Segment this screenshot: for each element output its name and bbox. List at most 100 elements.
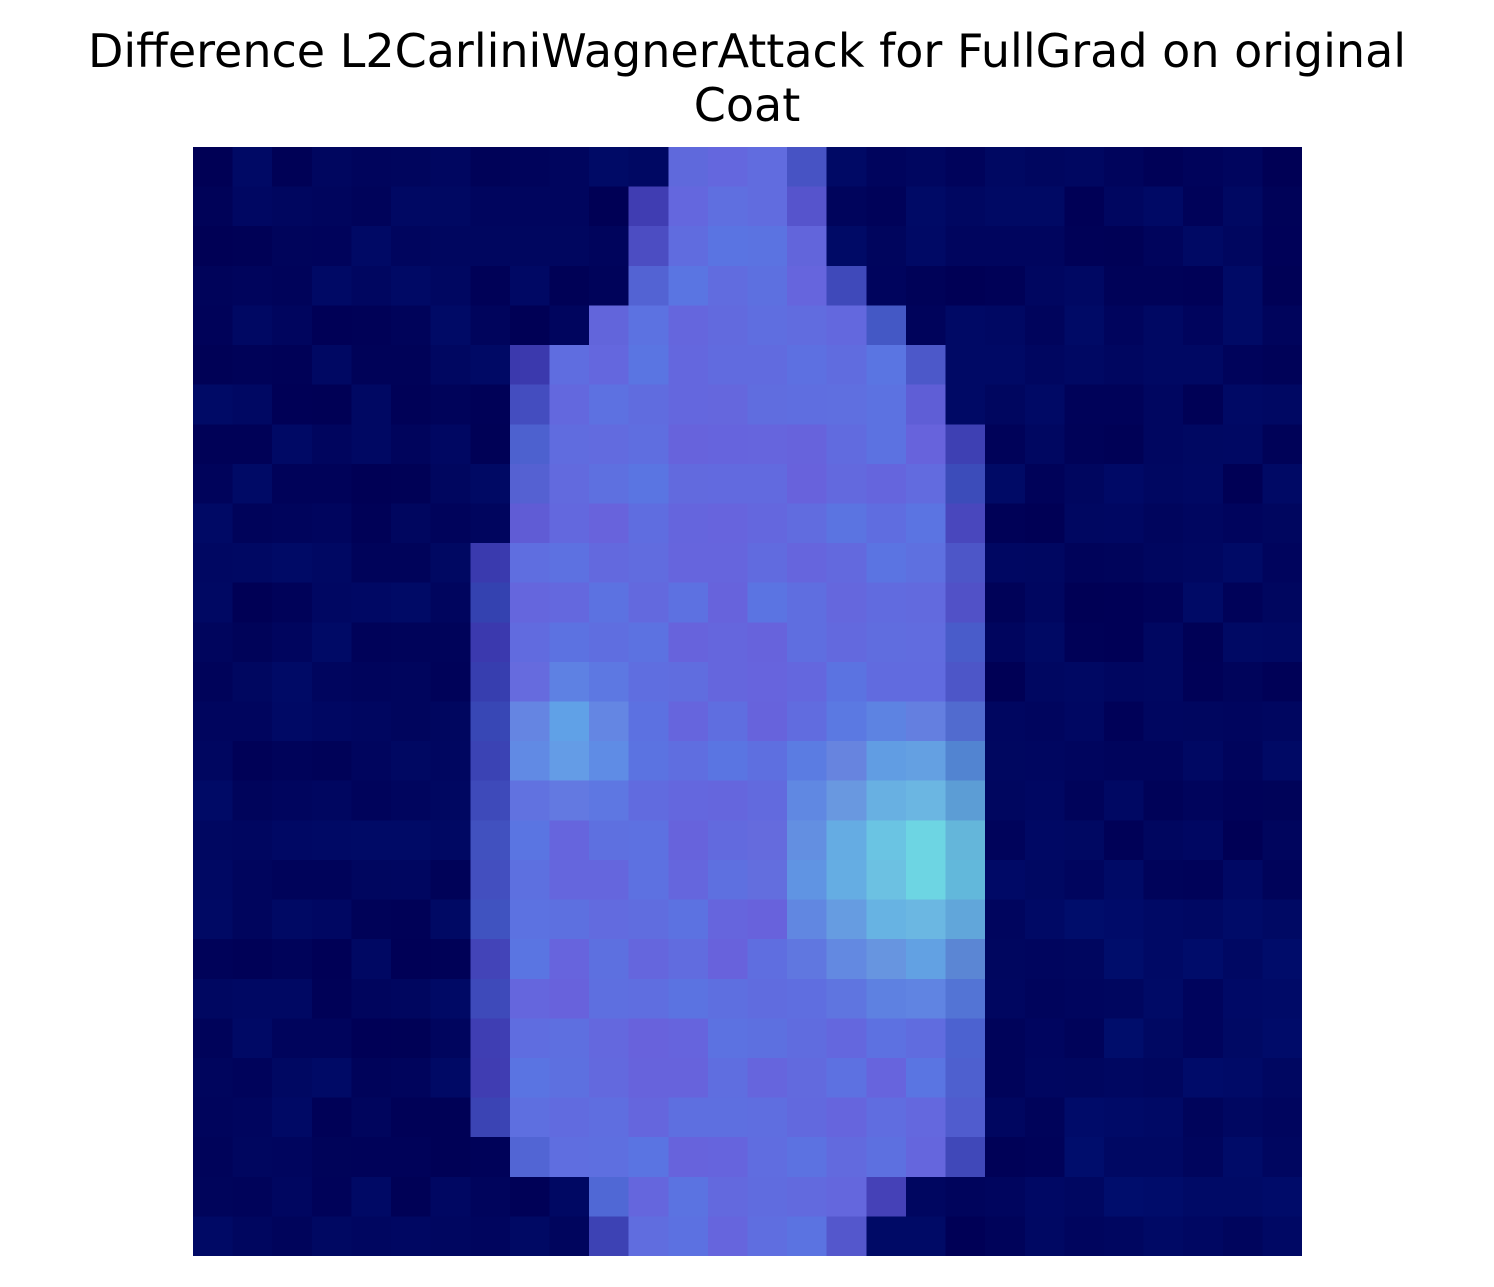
heatmap-cell: [985, 859, 1026, 901]
heatmap-cell: [232, 384, 274, 426]
heatmap-cell: [747, 1137, 788, 1178]
heatmap-cell: [787, 1097, 828, 1138]
heatmap-cell: [1103, 345, 1145, 386]
heatmap-cell: [351, 939, 392, 980]
heatmap-cell: [668, 1137, 709, 1178]
heatmap-cell: [866, 1057, 907, 1099]
heatmap-cell: [509, 186, 551, 228]
heatmap-cell: [628, 622, 670, 663]
heatmap-cell: [193, 305, 234, 346]
heatmap-cell: [272, 305, 313, 346]
heatmap-cell: [628, 1216, 670, 1256]
heatmap-cell: [747, 780, 788, 822]
heatmap-cell: [668, 1057, 709, 1099]
heatmap-cell: [391, 1097, 432, 1138]
heatmap-cell: [232, 147, 274, 188]
heatmap-cell: [1103, 463, 1145, 505]
heatmap-cell: [549, 424, 590, 465]
heatmap-cell: [232, 186, 274, 228]
heatmap-cell: [707, 345, 749, 386]
heatmap-cell: [1262, 305, 1302, 346]
heatmap-cell: [905, 186, 947, 228]
heatmap-cell: [747, 859, 788, 901]
heatmap-cell: [430, 1018, 472, 1059]
heatmap-cell: [905, 1176, 947, 1218]
heatmap-cell: [391, 503, 432, 544]
heatmap-cell: [589, 622, 630, 663]
heatmap-cell: [985, 899, 1026, 940]
heatmap-cell: [549, 147, 590, 188]
heatmap-cell: [351, 582, 392, 624]
heatmap-cell: [945, 859, 986, 901]
heatmap-cell: [272, 503, 313, 544]
heatmap-cell: [589, 1018, 630, 1059]
heatmap-cell: [668, 305, 709, 346]
heatmap-cell: [826, 1057, 868, 1099]
heatmap-cell: [747, 424, 788, 465]
heatmap-cell: [1183, 463, 1224, 505]
heatmap-cell: [1103, 1097, 1145, 1138]
heatmap-cell: [668, 661, 709, 703]
heatmap-cell: [311, 463, 353, 505]
heatmap-cell: [787, 978, 828, 1020]
heatmap-cell: [787, 384, 828, 426]
heatmap-cell: [589, 186, 630, 228]
heatmap-cell: [272, 741, 313, 782]
heatmap-cell: [1064, 661, 1105, 703]
heatmap-cell: [826, 741, 868, 782]
heatmap-cell: [1222, 780, 1264, 822]
heatmap-cell: [549, 1137, 590, 1178]
heatmap-cell: [1103, 820, 1145, 861]
heatmap-cell: [509, 305, 551, 346]
heatmap-cell: [549, 741, 590, 782]
heatmap-cell: [1222, 661, 1264, 703]
heatmap-cell: [1143, 899, 1184, 940]
heatmap-cell: [905, 701, 947, 742]
heatmap-cell: [589, 1137, 630, 1178]
heatmap-cell: [1262, 1097, 1302, 1138]
heatmap-cell: [866, 978, 907, 1020]
heatmap-cell: [747, 305, 788, 346]
heatmap-cell: [1262, 503, 1302, 544]
heatmap-cell: [470, 859, 511, 901]
heatmap-cell: [509, 899, 551, 940]
heatmap-cell: [391, 147, 432, 188]
heatmap-cell: [747, 701, 788, 742]
heatmap-cell: [1143, 186, 1184, 228]
heatmap-cell: [549, 226, 590, 267]
heatmap-cell: [272, 859, 313, 901]
heatmap-cell: [866, 543, 907, 584]
heatmap-cell: [1064, 741, 1105, 782]
heatmap-cell: [430, 503, 472, 544]
heatmap-cell: [668, 899, 709, 940]
heatmap-cell: [589, 701, 630, 742]
heatmap-cell: [1024, 226, 1066, 267]
heatmap-cell: [985, 622, 1026, 663]
heatmap-cell: [311, 543, 353, 584]
heatmap-cell: [391, 384, 432, 426]
heatmap-cell: [1143, 859, 1184, 901]
heatmap-cell: [509, 701, 551, 742]
heatmap-cell: [1103, 503, 1145, 544]
heatmap-cell: [787, 463, 828, 505]
heatmap-cell: [549, 305, 590, 346]
heatmap-cell: [1222, 1018, 1264, 1059]
heatmap-cell: [589, 265, 630, 307]
heatmap-cell: [1262, 820, 1302, 861]
heatmap-cell: [826, 582, 868, 624]
heatmap-cell: [391, 939, 432, 980]
heatmap-cell: [549, 1216, 590, 1256]
heatmap-cell: [193, 543, 234, 584]
heatmap-cell: [1064, 1176, 1105, 1218]
heatmap-cell: [549, 622, 590, 663]
heatmap-cell: [866, 226, 907, 267]
heatmap-cell: [391, 701, 432, 742]
heatmap-cell: [1024, 859, 1066, 901]
heatmap-cell: [668, 741, 709, 782]
heatmap-cell: [430, 780, 472, 822]
heatmap-cell: [905, 1216, 947, 1256]
title-line-2: Coat: [693, 78, 801, 132]
heatmap-cell: [430, 543, 472, 584]
heatmap-cell: [351, 503, 392, 544]
heatmap-cell: [985, 463, 1026, 505]
